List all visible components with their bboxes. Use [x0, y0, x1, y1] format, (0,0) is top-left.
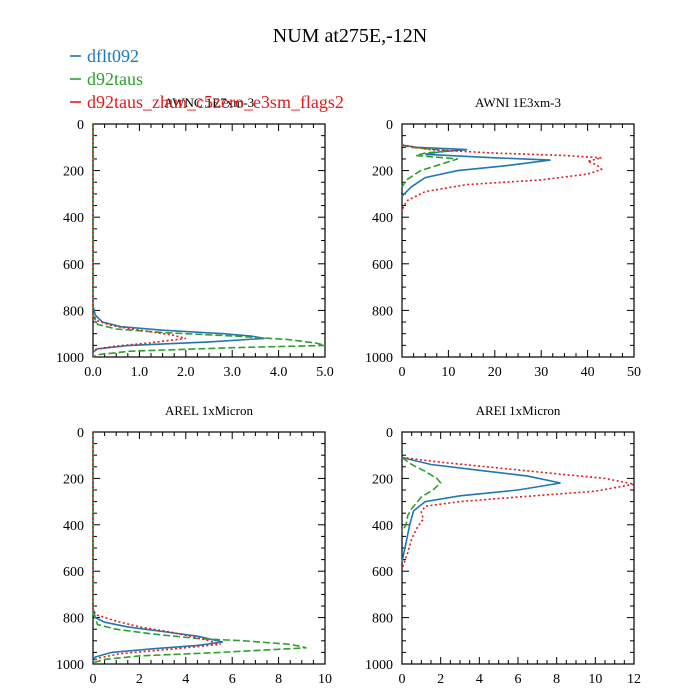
x-tick-label: 2.0 [177, 365, 195, 380]
series-line-dflt092 [401, 144, 551, 197]
legend-label: dflt092 [87, 46, 139, 66]
x-tick-label: 4.0 [270, 365, 288, 380]
series-line-d92taus_zhun_c5zero_e3sm_flags2 [92, 432, 221, 663]
y-tick-label: 0 [386, 426, 393, 441]
legend-item: d92taus [70, 69, 143, 89]
legend-label: d92taus_zhun_c5zero_e3sm_flags2 [87, 92, 344, 112]
y-tick-label: 1000 [56, 658, 84, 673]
y-tick-label: 200 [63, 472, 84, 487]
x-tick-label: 3.0 [223, 365, 241, 380]
panel-3: AREL 1xMicron 0 200 400 600 800 1000 0 2 4 6 8 10 [56, 403, 332, 687]
series-line-d92taus [401, 456, 442, 533]
plot-frame [92, 431, 326, 665]
x-tick-label: 10 [318, 672, 332, 687]
y-tick-label: 400 [372, 519, 393, 534]
series-line-dflt092 [92, 432, 224, 663]
y-tick-label: 0 [386, 118, 393, 133]
panel-2: AWNI 1E3xm-3 0 200 400 600 800 1000 0 10 20 30 40 50 [365, 95, 641, 380]
y-tick-label: 200 [372, 165, 393, 180]
y-tick-label: 600 [372, 565, 393, 580]
x-tick-label: 6 [229, 672, 236, 687]
y-tick-label: 1000 [56, 351, 84, 366]
panel-title: AREI 1xMicron [476, 403, 561, 418]
y-tick-label: 1000 [365, 658, 393, 673]
x-tick-label: 40 [581, 365, 595, 380]
y-tick-label: 400 [372, 211, 393, 226]
plot-frame [401, 431, 635, 665]
x-tick-label: 5.0 [316, 365, 334, 380]
x-tick-label: 1.0 [131, 365, 149, 380]
x-tick-label: 0.0 [84, 365, 102, 380]
y-tick-label: 600 [372, 258, 393, 273]
x-tick-label: 30 [534, 365, 548, 380]
y-tick-label: 600 [63, 258, 84, 273]
x-tick-label: 0 [399, 672, 406, 687]
series-line-d92taus_zhun_c5zero_e3sm_flags2 [401, 144, 603, 211]
y-tick-label: 400 [63, 211, 84, 226]
x-tick-label: 12 [627, 672, 641, 687]
panel-title: AREL 1xMicron [165, 403, 253, 418]
y-tick-label: 200 [372, 472, 393, 487]
y-tick-label: 0 [77, 426, 84, 441]
figure-title: NUM at275E,-12N [273, 25, 427, 47]
x-tick-label: 50 [627, 365, 641, 380]
x-tick-label: 10 [588, 672, 602, 687]
x-tick-label: 2 [136, 672, 143, 687]
series-line-d92taus_zhun_c5zero_e3sm_flags2 [401, 456, 635, 570]
panel-title: AWNI 1E3xm-3 [475, 95, 561, 110]
series-line-d92taus [401, 144, 458, 188]
y-tick-label: 800 [372, 304, 393, 319]
legend-item: dflt092 [70, 46, 139, 66]
series-line-dflt092 [92, 124, 265, 357]
x-tick-label: 4 [476, 672, 483, 687]
x-tick-label: 20 [488, 365, 502, 380]
y-tick-label: 400 [63, 519, 84, 534]
y-tick-label: 1000 [365, 351, 393, 366]
x-tick-label: 4 [182, 672, 189, 687]
legend: dflt092 d92taus d92taus_zhun_c5zero_e3sm_f… [70, 46, 344, 112]
y-tick-label: 0 [77, 118, 84, 133]
legend-label: d92taus [87, 69, 143, 89]
x-tick-label: 0 [399, 365, 406, 380]
x-tick-label: 0 [90, 672, 97, 687]
x-tick-label: 2 [437, 672, 444, 687]
y-tick-label: 600 [63, 565, 84, 580]
plot-frame [92, 123, 326, 358]
legend-item: d92taus_zhun_c5zero_e3sm_flags2 [70, 92, 344, 112]
series-line-dflt092 [401, 456, 561, 563]
x-tick-label: 10 [441, 365, 455, 380]
series-line-d92taus [92, 432, 307, 664]
x-tick-label: 8 [275, 672, 282, 687]
x-tick-label: 6 [515, 672, 522, 687]
x-tick-label: 8 [553, 672, 560, 687]
y-tick-label: 800 [372, 612, 393, 627]
series-line-d92taus [92, 124, 326, 358]
y-tick-label: 200 [63, 165, 84, 180]
y-tick-label: 800 [63, 304, 84, 319]
panel-4: AREI 1xMicron 0 200 400 600 800 1000 0 2 4 6 8 10 12 [365, 403, 641, 687]
y-tick-label: 800 [63, 612, 84, 627]
series-line-d92taus_zhun_c5zero_e3sm_flags2 [92, 124, 186, 357]
panel-title: AWNC 1E7xm-3 [164, 95, 254, 110]
